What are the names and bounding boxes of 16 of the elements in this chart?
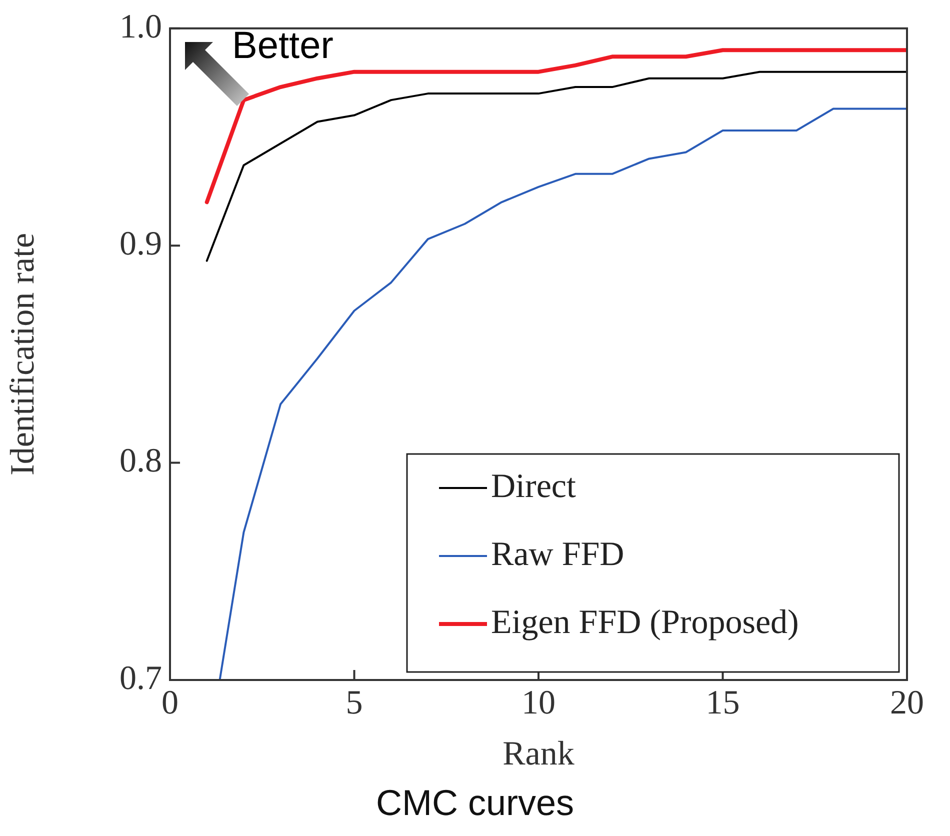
y-tick-label: 0.8 xyxy=(120,442,162,480)
x-tick-label: 0 xyxy=(162,684,178,722)
x-tick-label: 10 xyxy=(522,684,556,722)
x-tick-label: 5 xyxy=(346,684,363,722)
legend-label: Raw FFD xyxy=(491,536,624,573)
x-axis-title: Rank xyxy=(502,736,574,773)
legend-label: Eigen FFD (Proposed) xyxy=(491,604,799,641)
annotation: Better xyxy=(232,24,334,67)
y-axis-title: Identification rate xyxy=(4,232,42,476)
x-tick-label: 20 xyxy=(890,684,924,722)
y-tick-label: 1.0 xyxy=(120,8,162,46)
y-tick-label: 0.7 xyxy=(120,660,162,697)
y-tick-label: 0.9 xyxy=(120,226,162,263)
text: CMC curves xyxy=(374,782,576,824)
legend-label: Direct xyxy=(491,468,577,505)
x-tick-label: 15 xyxy=(706,684,740,722)
